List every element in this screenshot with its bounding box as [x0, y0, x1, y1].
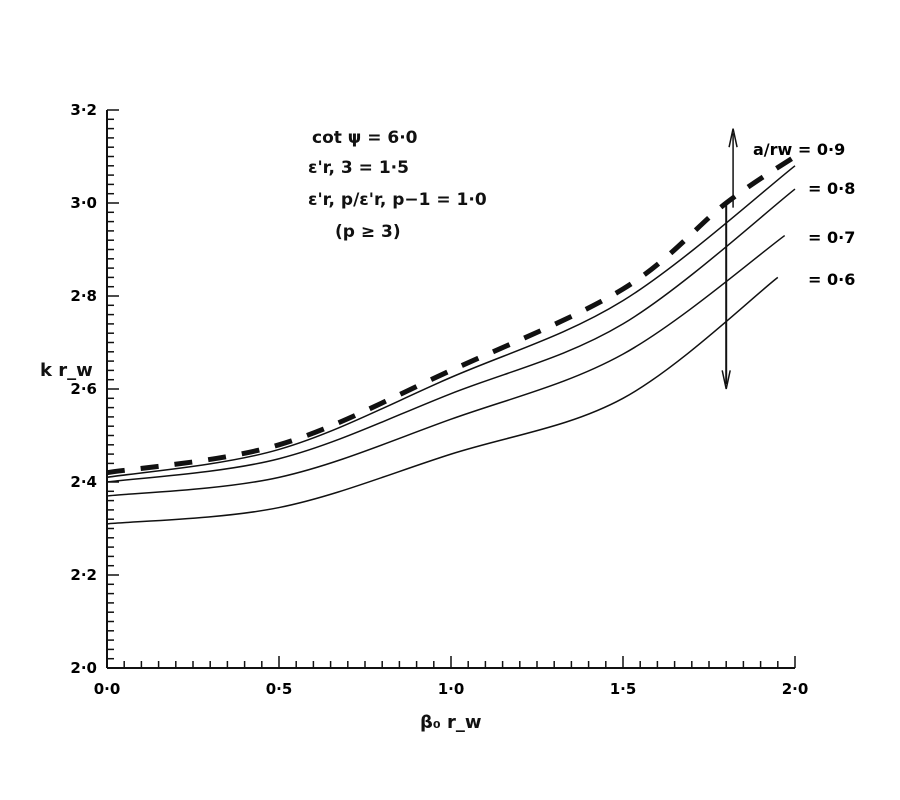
- y-axis-label: k r_w: [40, 360, 93, 381]
- y-tick-label: 2·4: [70, 473, 97, 491]
- arrow-up-icon: [728, 128, 738, 148]
- series-label: a/rw = 0·9: [753, 140, 845, 159]
- annotation-cot-psi: cot ψ = 6·0: [312, 128, 418, 148]
- series-line: [106, 165, 796, 479]
- series-label: = 0·6: [808, 270, 855, 289]
- annotation-p-condition: (p ≥ 3): [335, 222, 401, 242]
- series-label: = 0·7: [808, 228, 855, 247]
- x-tick-label: 1·5: [610, 680, 637, 698]
- series-label: = 0·8: [808, 179, 855, 198]
- y-tick-label: 3·2: [70, 101, 97, 119]
- y-tick-label: 2·8: [70, 287, 97, 305]
- y-tick-label: 2·2: [70, 566, 97, 584]
- x-axis-label: β₀ r_w: [420, 712, 482, 733]
- y-tick-label: 3·0: [70, 194, 97, 212]
- series-line: [106, 234, 786, 497]
- arrow-down-icon: [721, 370, 731, 390]
- x-tick-label: 1·0: [438, 680, 465, 698]
- series-line: [106, 188, 796, 483]
- series-line: [106, 276, 779, 525]
- x-tick-label: 2·0: [782, 680, 809, 698]
- annotation-eps-r3: ε'r, 3 = 1·5: [308, 158, 409, 178]
- y-tick-label: 2·6: [70, 380, 97, 398]
- annotation-eps-ratio: ε'r, p/ε'r, p−1 = 1·0: [308, 190, 487, 210]
- y-tick-label: 2·0: [70, 659, 97, 677]
- x-tick-label: 0·5: [266, 680, 293, 698]
- x-tick-label: 0·0: [94, 680, 121, 698]
